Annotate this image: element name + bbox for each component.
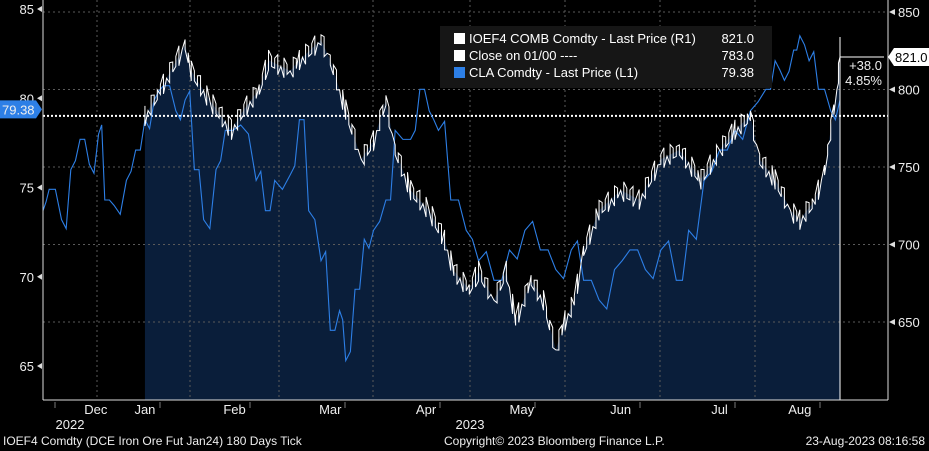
legend-item-crude[interactable]: CLA Comdty - Last Price (L1) 79.38 xyxy=(454,64,764,81)
blue-swatch-icon xyxy=(454,67,465,78)
left-axis-tick-label: 65 xyxy=(20,359,34,374)
tick-arrow-icon xyxy=(37,363,42,369)
change-pct-label: 4.85% xyxy=(845,73,882,88)
right-axis-tick-label: 700 xyxy=(898,238,920,253)
x-axis-month-label: Feb xyxy=(223,402,245,417)
white-swatch-icon xyxy=(454,50,465,61)
x-axis-month-label: Apr xyxy=(416,402,437,417)
iron-ore-series-line xyxy=(144,34,841,351)
left-axis-tick-label: 75 xyxy=(20,181,34,196)
right-axis-tick-label: 850 xyxy=(898,5,920,20)
tick-arrow-icon xyxy=(37,95,42,102)
footer-security: IOEF4 Comdty (DCE Iron Ore Fut Jan24) 18… xyxy=(3,434,302,448)
left-last-value: 79.38 xyxy=(2,102,35,117)
chart-legend: IOEF4 COMB Comdty - Last Price (R1) 821.… xyxy=(440,26,772,88)
tick-arrow-icon xyxy=(889,319,895,325)
tick-arrow-icon xyxy=(889,9,895,15)
legend-item-close[interactable]: Close on 01/00 ---- 783.0 xyxy=(454,47,764,64)
legend-item-iron-ore[interactable]: IOEF4 COMB Comdty - Last Price (R1) 821.… xyxy=(454,30,764,47)
x-axis-year-label: 2023 xyxy=(456,417,485,432)
left-axis-tick-label: 70 xyxy=(20,270,34,285)
tick-arrow-icon xyxy=(889,86,895,93)
right-axis-tick-label: 750 xyxy=(898,160,920,175)
change-abs-label: +38.0 xyxy=(849,58,882,73)
right-axis-tick-label: 800 xyxy=(898,83,920,98)
tick-arrow-icon xyxy=(889,164,895,170)
x-axis-month-label: May xyxy=(510,402,535,417)
right-last-value: 821.0 xyxy=(895,50,928,65)
x-axis-year-label: 2022 xyxy=(56,417,85,432)
x-axis-month-label: Aug xyxy=(788,402,811,417)
x-axis-month-label: Mar xyxy=(319,402,342,417)
tick-arrow-icon xyxy=(889,241,895,248)
x-axis-month-label: Jul xyxy=(711,402,728,417)
tick-arrow-icon xyxy=(37,273,42,280)
left-axis-tick-label: 85 xyxy=(20,2,34,17)
x-axis-month-label: Jun xyxy=(610,402,631,417)
right-axis-tick-label: 650 xyxy=(898,315,920,330)
iron-ore-area xyxy=(144,39,840,401)
tick-arrow-icon xyxy=(37,6,42,12)
tick-arrow-icon xyxy=(37,184,42,191)
x-axis-month-label: Jan xyxy=(134,402,155,417)
crude-oil-series-line xyxy=(42,34,841,363)
left-last-value-badge xyxy=(0,100,42,119)
right-last-value-badge xyxy=(888,47,929,66)
x-axis-month-label: Dec xyxy=(84,402,108,417)
footer-timestamp: 23-Aug-2023 08:16:58 xyxy=(805,434,925,448)
white-swatch-icon xyxy=(454,33,465,44)
footer-copyright: Copyright© 2023 Bloomberg Finance L.P. xyxy=(444,434,665,448)
